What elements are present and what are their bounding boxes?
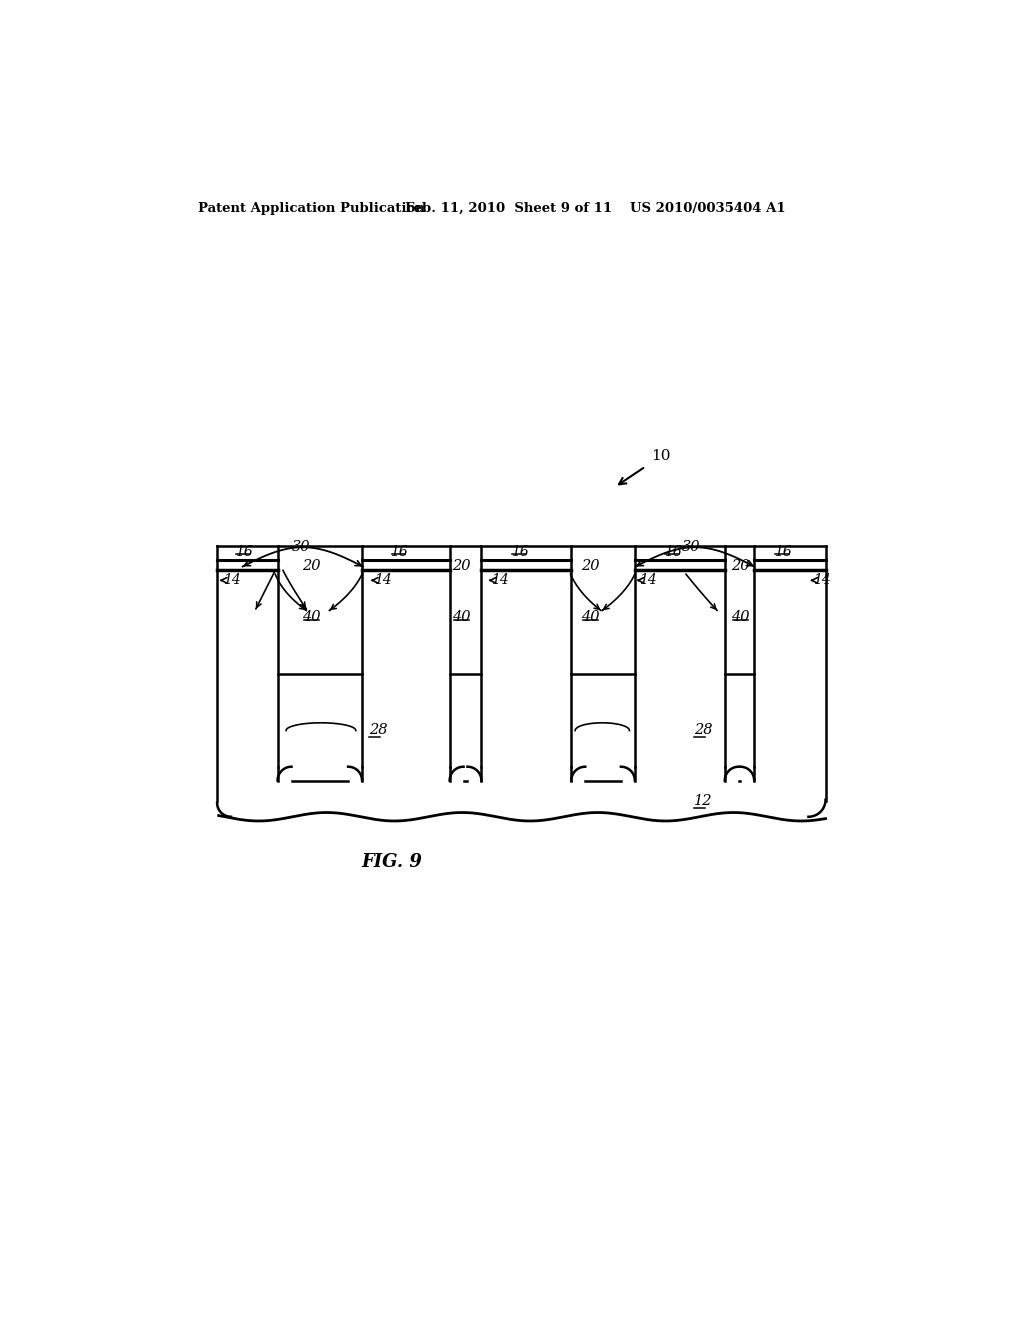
Text: Patent Application Publication: Patent Application Publication <box>198 202 425 215</box>
Text: 14: 14 <box>222 573 241 587</box>
Text: FIG. 9: FIG. 9 <box>361 853 422 871</box>
Text: 20: 20 <box>302 558 321 573</box>
Text: 30: 30 <box>292 540 310 554</box>
Text: 40: 40 <box>452 610 470 624</box>
Text: 28: 28 <box>693 723 713 738</box>
Text: 14: 14 <box>374 573 391 587</box>
Text: 10: 10 <box>651 449 671 463</box>
Text: 16: 16 <box>234 545 252 558</box>
Text: 12: 12 <box>693 795 713 808</box>
Text: 40: 40 <box>302 610 321 624</box>
Text: 20: 20 <box>731 558 750 573</box>
Text: 20: 20 <box>582 558 600 573</box>
Text: 40: 40 <box>582 610 600 624</box>
Text: 16: 16 <box>390 545 409 558</box>
Text: 40: 40 <box>731 610 750 624</box>
Text: 20: 20 <box>452 558 470 573</box>
Text: Feb. 11, 2010  Sheet 9 of 11: Feb. 11, 2010 Sheet 9 of 11 <box>406 202 612 215</box>
Text: 14: 14 <box>492 573 509 587</box>
Text: 28: 28 <box>369 723 387 738</box>
Text: 16: 16 <box>774 545 792 558</box>
Text: 14: 14 <box>813 573 830 587</box>
Text: 16: 16 <box>511 545 529 558</box>
Text: US 2010/0035404 A1: US 2010/0035404 A1 <box>630 202 785 215</box>
Text: 14: 14 <box>640 573 657 587</box>
Text: 16: 16 <box>664 545 682 558</box>
Text: 30: 30 <box>681 540 699 554</box>
